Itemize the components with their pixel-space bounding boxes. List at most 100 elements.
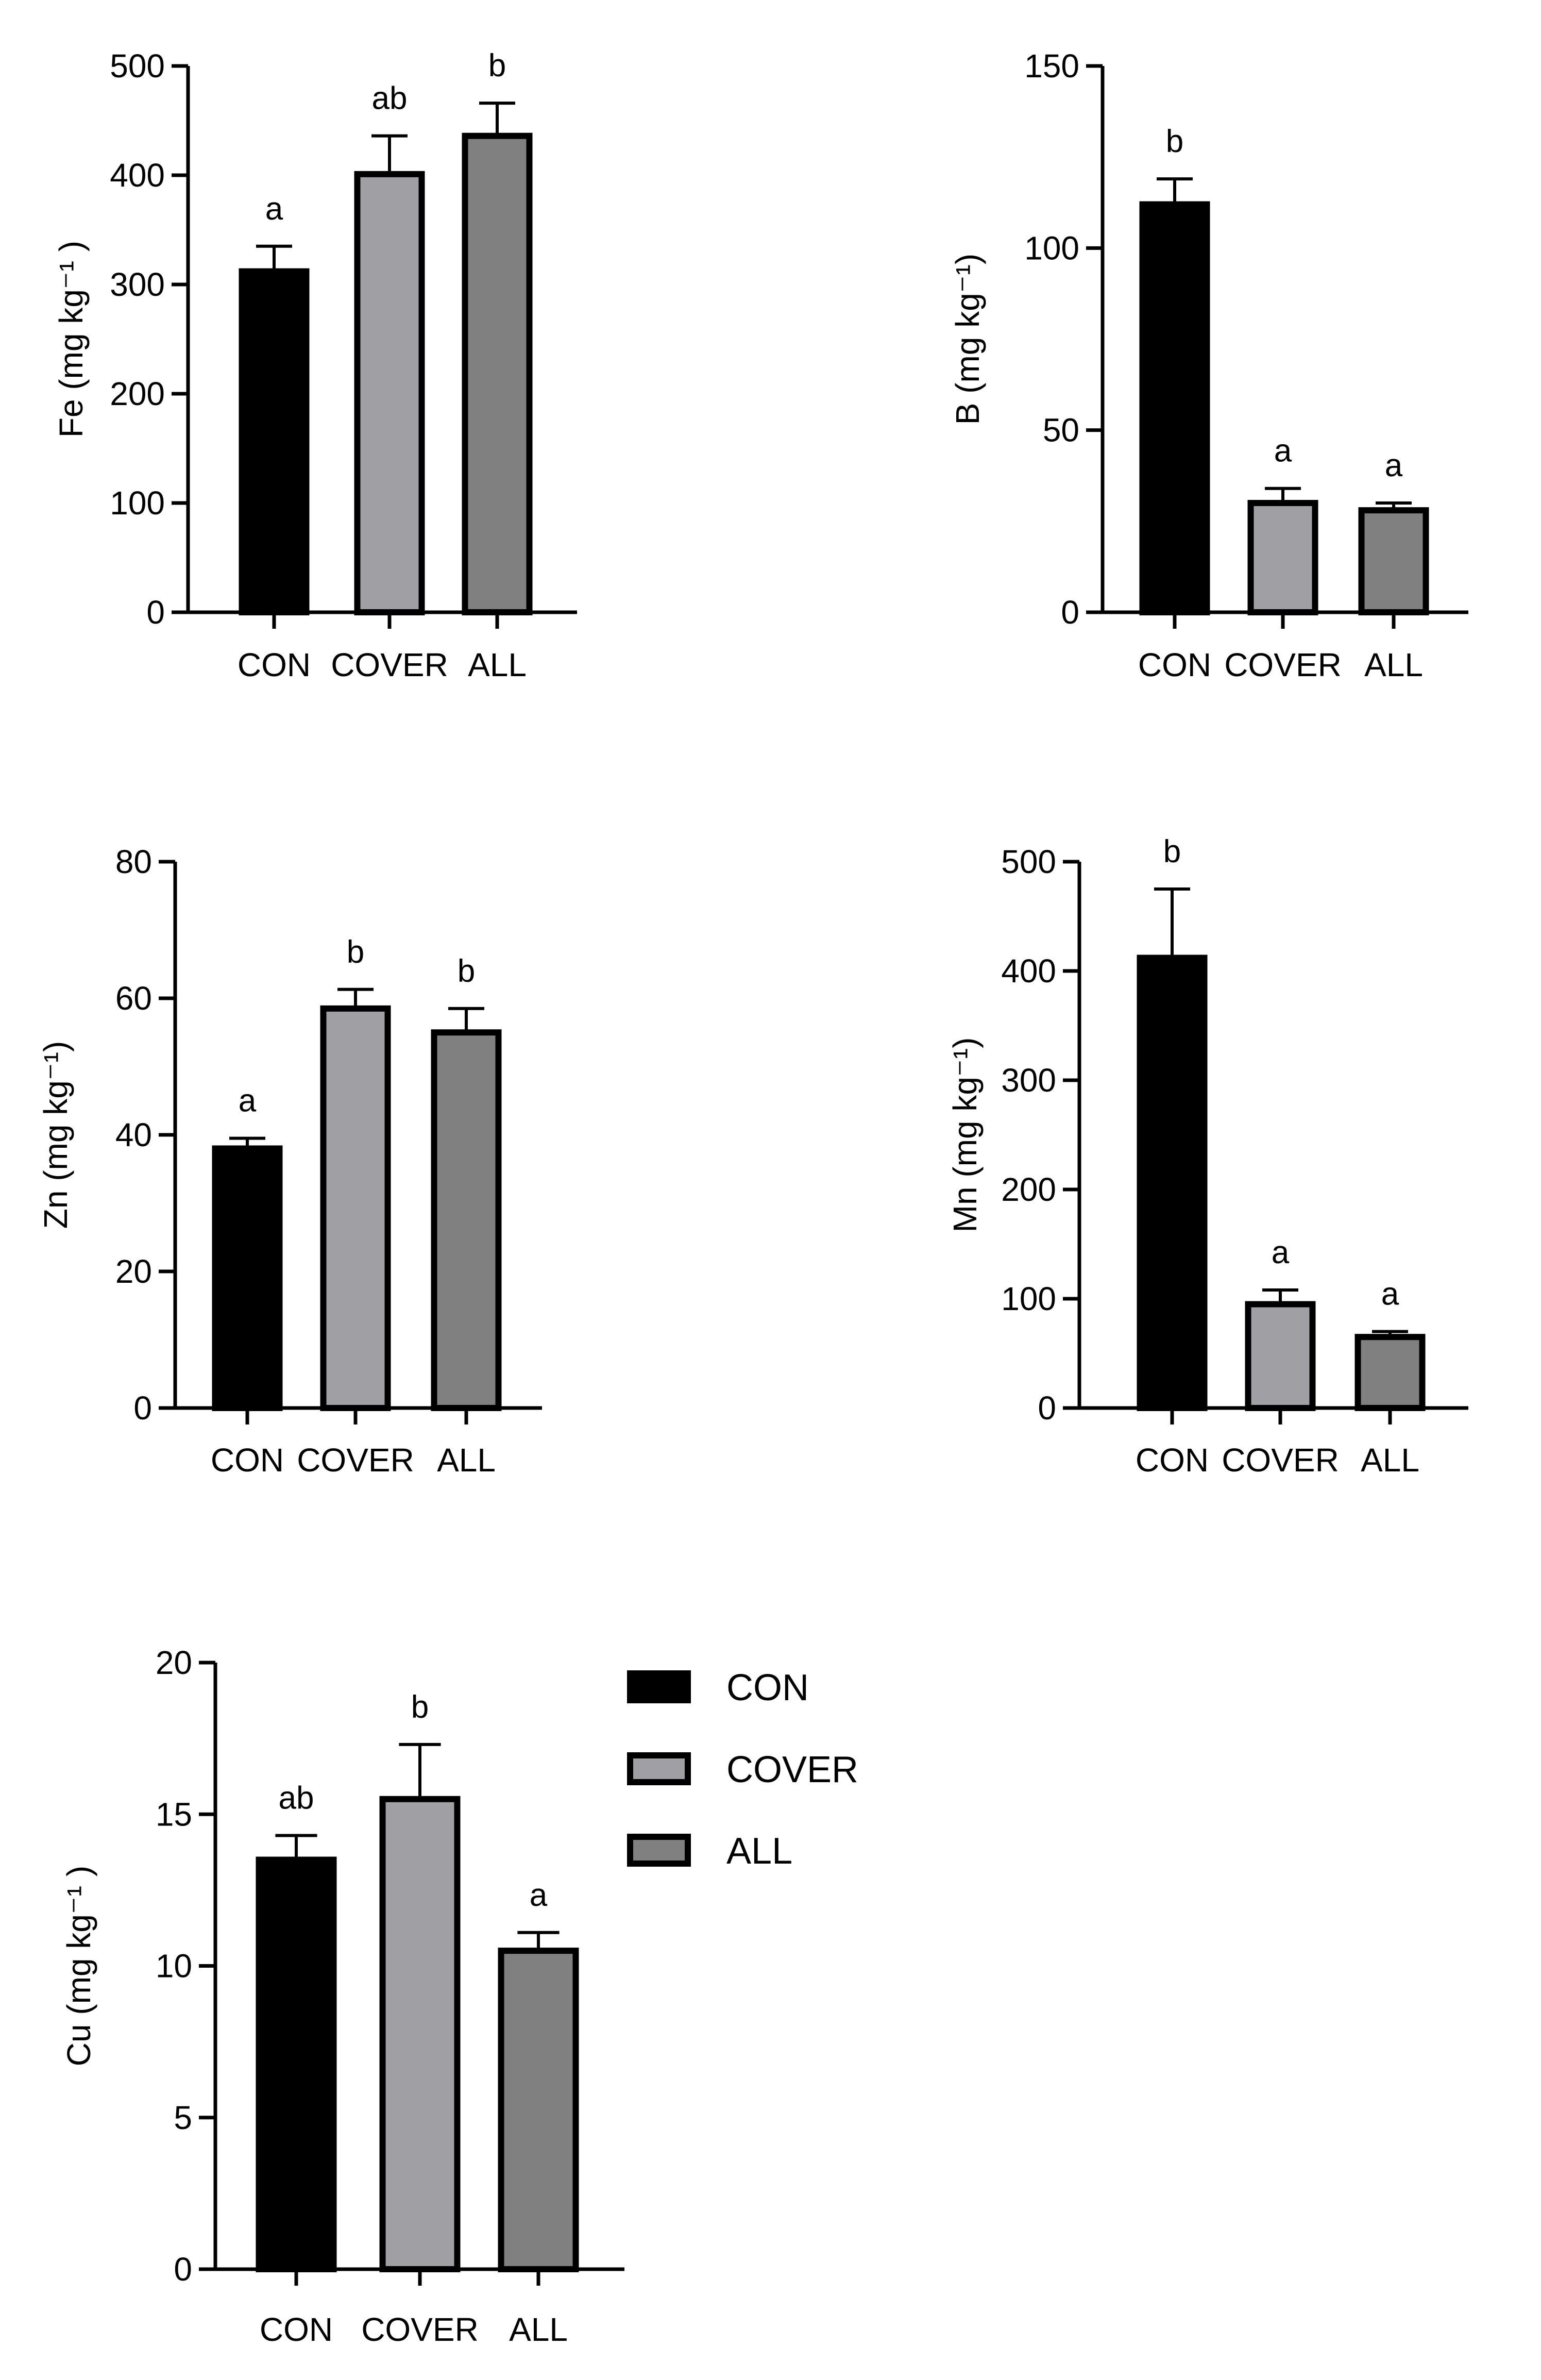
y-tick-label: 0 xyxy=(1038,1389,1056,1427)
significance-label: a xyxy=(1385,448,1403,483)
chart-panel-4: 0 100 200 300 400 500 Mn (mg kg⁻¹) b CON a COVER a A… xyxy=(946,834,1468,1479)
error-bar xyxy=(1154,887,1190,958)
y-tick-label: 80 xyxy=(115,843,152,880)
y-tick-label: 20 xyxy=(156,1644,192,1681)
error-bar xyxy=(337,987,374,1009)
y-tick-label: 500 xyxy=(110,47,165,85)
significance-label: ab xyxy=(279,1780,314,1816)
bar-all xyxy=(1354,1334,1426,1411)
significance-label: b xyxy=(347,934,364,970)
significance-label: a xyxy=(1274,433,1292,469)
legend-swatch xyxy=(627,1834,691,1867)
y-tick-label: 5 xyxy=(174,2099,192,2136)
y-tick-label: 150 xyxy=(1024,47,1079,85)
significance-label: b xyxy=(458,953,475,989)
significance-label: b xyxy=(488,48,506,83)
chart-panel-2: 0 50 100 150 B (mg kg⁻¹) b CON a COVER a ALL xyxy=(949,47,1468,683)
legend-swatch xyxy=(627,1670,691,1703)
y-tick-label: 0 xyxy=(146,594,165,631)
y-tick-label: 40 xyxy=(115,1116,152,1153)
y-tick-label: 400 xyxy=(110,157,165,194)
y-tick-label: 20 xyxy=(115,1253,152,1290)
x-tick-label-all: ALL xyxy=(468,646,527,683)
y-axis-label: Zn (mg kg⁻¹) xyxy=(37,1041,74,1229)
bar-con xyxy=(212,1145,283,1411)
error-bar xyxy=(371,134,408,174)
legend-label: COVER xyxy=(726,1749,858,1790)
y-axis-label: Fe (mg kg⁻¹ ) xyxy=(53,241,90,438)
x-tick-label-cover: COVER xyxy=(1224,646,1342,683)
legend-label: ALL xyxy=(726,1831,792,1872)
significance-label: a xyxy=(239,1083,257,1119)
error-bar xyxy=(479,102,515,136)
x-tick-label-all: ALL xyxy=(1364,646,1423,683)
y-axis-label: Mn (mg kg⁻¹) xyxy=(946,1037,984,1233)
bar-cover xyxy=(379,1796,461,2272)
y-tick-label: 60 xyxy=(115,980,152,1017)
significance-label: a xyxy=(530,1878,548,1913)
bar-con xyxy=(1139,201,1210,615)
x-tick-label-con: CON xyxy=(1136,1442,1209,1479)
significance-label: b xyxy=(1163,834,1181,869)
legend-label: CON xyxy=(726,1667,809,1708)
bar-cover xyxy=(1245,1301,1316,1412)
significance-label: a xyxy=(1272,1235,1290,1270)
y-tick-label: 0 xyxy=(1061,594,1079,631)
bar-cover xyxy=(320,1005,391,1411)
bar-all xyxy=(431,1029,502,1411)
y-axis-label: B (mg kg⁻¹) xyxy=(949,254,986,425)
y-tick-label: 100 xyxy=(110,484,165,522)
error-bar xyxy=(275,1834,317,1860)
chart-panel-5: 0 5 10 15 20 Cu (mg kg⁻¹ ) ab CON b COVER a ALL xyxy=(60,1644,624,2348)
error-bar xyxy=(1157,177,1193,205)
significance-label: b xyxy=(1166,124,1183,159)
x-tick-label-cover: COVER xyxy=(1222,1442,1339,1479)
y-tick-label: 500 xyxy=(1001,843,1056,880)
significance-label: ab xyxy=(372,81,408,116)
y-tick-label: 100 xyxy=(1024,229,1079,266)
significance-label: a xyxy=(265,191,283,227)
x-tick-label-cover: COVER xyxy=(297,1442,414,1479)
significance-label: a xyxy=(1381,1277,1399,1312)
bar-all xyxy=(1358,507,1429,616)
x-tick-label-con: CON xyxy=(211,1442,284,1479)
bar-con xyxy=(1137,954,1208,1412)
y-axis-label: Cu (mg kg⁻¹ ) xyxy=(60,1866,97,2066)
chart-panel-3: 0 20 40 60 80 Zn (mg kg⁻¹) a CON b COVER b ALL xyxy=(37,843,542,1479)
error-bar xyxy=(399,1742,441,1799)
y-tick-label: 0 xyxy=(174,2251,192,2288)
bar-con xyxy=(256,1856,337,2272)
y-tick-label: 300 xyxy=(110,266,165,303)
y-tick-label: 200 xyxy=(1001,1171,1056,1208)
bar-cover xyxy=(354,171,425,615)
legend-item-cover: COVER xyxy=(627,1749,858,1790)
x-tick-label-all: ALL xyxy=(1361,1442,1419,1479)
y-tick-label: 300 xyxy=(1001,1062,1056,1099)
bar-con xyxy=(239,268,310,615)
x-tick-label-con: CON xyxy=(260,2311,333,2348)
legend-item-all: ALL xyxy=(627,1831,792,1872)
y-tick-label: 50 xyxy=(1043,412,1079,449)
y-tick-label: 400 xyxy=(1001,952,1056,990)
error-bar xyxy=(448,1007,484,1033)
bar-cover xyxy=(1247,500,1318,615)
chart-panel-1: 0 100 200 300 400 500 Fe (mg kg⁻¹ ) a CON ab COVER… xyxy=(53,47,577,683)
axes: 0 100 200 300 400 500 xyxy=(110,47,577,631)
legend-item-con: CON xyxy=(627,1667,809,1708)
legend-swatch xyxy=(627,1752,691,1785)
bar-all xyxy=(462,132,533,615)
legend: CON COVER ALL xyxy=(627,1667,858,1872)
x-tick-label-cover: COVER xyxy=(361,2311,479,2348)
y-tick-label: 100 xyxy=(1001,1280,1056,1317)
x-tick-label-con: CON xyxy=(238,646,311,683)
x-tick-label-all: ALL xyxy=(509,2311,568,2348)
significance-label: b xyxy=(411,1689,429,1725)
y-tick-label: 15 xyxy=(156,1796,192,1833)
y-tick-label: 10 xyxy=(156,1948,192,1985)
y-tick-label: 200 xyxy=(110,375,165,412)
y-tick-label: 0 xyxy=(133,1389,152,1427)
x-tick-label-con: CON xyxy=(1138,646,1211,683)
x-tick-label-cover: COVER xyxy=(331,646,448,683)
bar-all xyxy=(498,1948,579,2272)
